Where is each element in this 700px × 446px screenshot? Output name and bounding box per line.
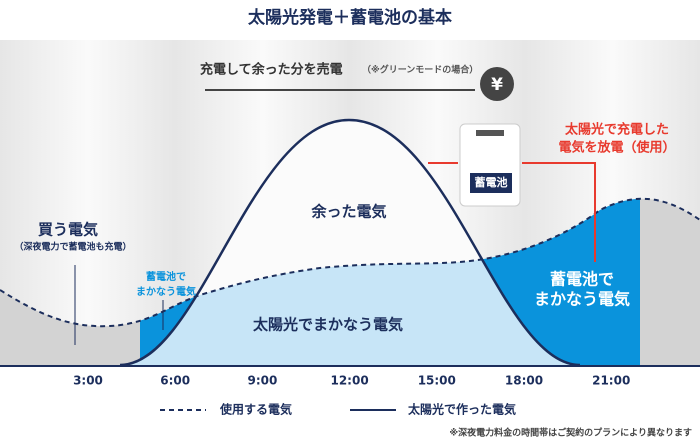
battery-evening-label: まかなう電気 [534, 290, 630, 309]
sell-label: 充電して余った分を売電 [200, 62, 343, 78]
solar-covered-label: 太陽光でまかなう電気 [253, 316, 403, 334]
regions [0, 118, 700, 367]
title: 太陽光発電＋蓄電池の基本 [248, 7, 452, 28]
battery-morning-label: まかなう電気 [136, 285, 196, 298]
battery-label: 蓄電池 [475, 175, 508, 189]
x-label: 21:00 [592, 374, 630, 388]
x-label: 18:00 [505, 374, 543, 388]
yen-text: ¥ [491, 75, 503, 95]
discharge-label: 太陽光で充電した [564, 122, 669, 138]
x-label: 9:00 [247, 374, 277, 388]
battery-icon [459, 123, 521, 207]
footnote: ※深夜電力料金の時間帯はご契約のプランにより異なります [449, 427, 692, 439]
battery-evening-label: 蓄電池で [550, 270, 614, 289]
sell-note: （※グリーンモードの場合） [362, 64, 478, 76]
battery-morning-label: 蓄電池で [146, 270, 186, 283]
buy-label: 買う電気 [38, 221, 98, 239]
surplus-label: 余った電気 [310, 203, 386, 221]
x-label: 12:00 [330, 374, 368, 388]
legend-label: 太陽光で作った電気 [408, 402, 516, 417]
yen-icon [480, 67, 514, 101]
buy-note: （深夜電力で蓄電池も充電） [14, 241, 131, 253]
x-label: 6:00 [160, 374, 190, 388]
legend-label: 使用する電気 [219, 402, 292, 417]
discharge-label: 電気を放電（使用） [558, 140, 675, 156]
x-labels: 3:00 6:00 9:00 12:00 15:00 18:00 21:00 [73, 374, 630, 388]
red-connector [428, 162, 596, 262]
x-label: 3:00 [73, 374, 103, 388]
x-label: 15:00 [418, 374, 456, 388]
